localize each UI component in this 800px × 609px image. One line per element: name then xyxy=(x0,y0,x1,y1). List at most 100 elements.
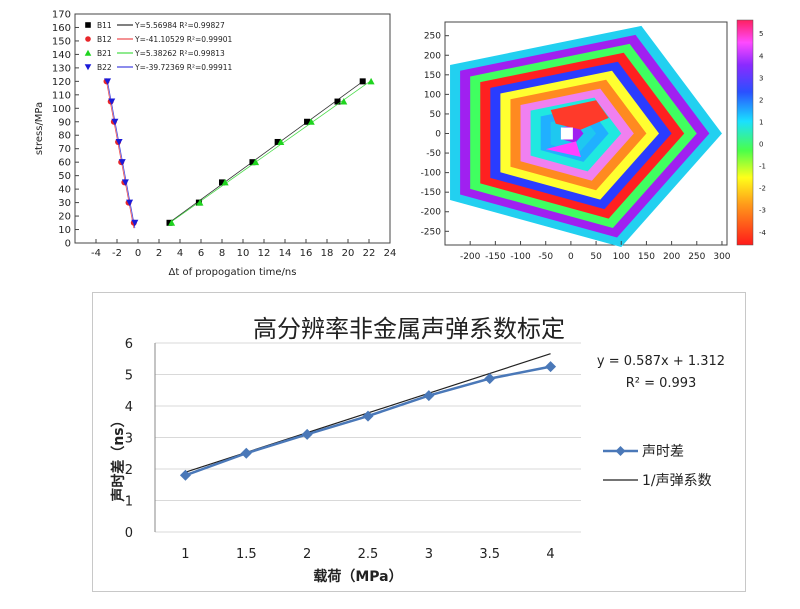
x-tick-label: 2.5 xyxy=(358,547,379,562)
x-tick-label: -4 xyxy=(91,248,101,259)
data-point xyxy=(367,77,375,85)
y-tick-label: 50 xyxy=(58,171,71,182)
fit-line xyxy=(171,80,372,222)
legend-series-name: B12 xyxy=(97,35,112,44)
y-tick-label: 40 xyxy=(58,185,71,196)
y-tick-label: 110 xyxy=(52,90,71,101)
x-tick-label: 14 xyxy=(279,248,292,259)
legend-series-name: B11 xyxy=(97,21,112,30)
legend-marker xyxy=(615,446,626,456)
colorbar xyxy=(736,19,754,246)
legend-series-name: 声时差 xyxy=(642,444,684,460)
y-tick-label: 1 xyxy=(125,495,133,510)
data-point xyxy=(115,138,123,146)
x-tick-label: 22 xyxy=(363,248,376,259)
y-tick-label: 160 xyxy=(52,23,71,34)
y-tick-label: 30 xyxy=(58,198,71,209)
y-tick-label: 150 xyxy=(52,36,71,47)
y-tick-label: -200 xyxy=(421,208,442,218)
legend-fit-label: Y=5.38262 R²=0.99813 xyxy=(134,49,225,58)
y-tick-label: 120 xyxy=(52,77,71,88)
data-point xyxy=(304,118,311,125)
data-point xyxy=(362,410,374,422)
x-tick-label: 1.5 xyxy=(236,547,257,562)
x-tick-label: 8 xyxy=(219,248,225,259)
x-tick-label: -200 xyxy=(460,252,481,262)
y-tick-label: 70 xyxy=(58,144,71,155)
data-point xyxy=(545,361,557,373)
y-tick-label: 10 xyxy=(58,225,71,236)
data-point xyxy=(249,159,256,166)
y-tick-label: 250 xyxy=(424,32,441,42)
stress-heatmap-chart: -200 -150 -100 -50 0 50 100 150 200 250 300 -250 -20… xyxy=(405,0,800,290)
y-tick-label: 150 xyxy=(424,71,441,81)
data-point xyxy=(121,179,129,186)
data-point xyxy=(126,199,134,207)
x-tick-label: 16 xyxy=(300,248,313,259)
legend-fit-label: Y=-39.72369 R²=0.99911 xyxy=(134,63,232,72)
data-point xyxy=(252,158,260,166)
y-tick-label: -50 xyxy=(426,149,441,159)
legend-marker xyxy=(84,49,92,56)
colorbar-tick-label: -2 xyxy=(759,185,766,193)
r-squared-label: R² = 0.993 xyxy=(626,376,697,391)
data-point xyxy=(196,199,204,206)
x-tick-label: -100 xyxy=(510,252,531,262)
heatmap-core xyxy=(545,141,581,157)
data-point xyxy=(166,219,173,226)
data-point xyxy=(118,159,126,166)
chart-title: 高分辨率非金属声弹系数标定 xyxy=(253,315,565,343)
x-tick-label: 1 xyxy=(181,547,189,562)
data-point xyxy=(104,78,112,85)
equation-label: y = 0.587x + 1.312 xyxy=(597,354,725,369)
legend: 声时差 1/声弹系数 xyxy=(603,444,712,489)
x-tick-label: 200 xyxy=(663,252,680,262)
x-tick-label: 10 xyxy=(237,248,250,259)
data-point xyxy=(111,118,119,126)
x-tick-label: 20 xyxy=(342,248,355,259)
legend-series-name: B22 xyxy=(97,63,112,72)
x-tick-label: 300 xyxy=(713,252,730,262)
y-tick-label: 3 xyxy=(125,432,133,447)
data-point xyxy=(240,447,252,459)
x-tick-label: 0 xyxy=(135,248,141,259)
y-tick-label: 5 xyxy=(125,369,133,384)
legend-marker xyxy=(85,22,91,28)
legend-marker xyxy=(85,36,91,42)
y-tick-label: 100 xyxy=(424,90,441,100)
y-axis-label: stress/MPa xyxy=(34,102,45,155)
data-point xyxy=(179,469,191,481)
x-tick-label: 18 xyxy=(321,248,334,259)
y-tick-label: 100 xyxy=(52,104,71,115)
data-point xyxy=(221,178,229,186)
y-tick-label: 200 xyxy=(424,51,441,61)
x-tick-label: 0 xyxy=(568,252,574,262)
x-tick-label: 150 xyxy=(638,252,655,262)
y-tick-label: 0 xyxy=(125,526,133,541)
legend-fit-label: Y=5.56984 R²=0.99827 xyxy=(134,21,225,30)
calibration-line-chart: 高分辨率非金属声弹系数标定 0 1 2 3 4 5 6 1 1.5 2 2.5 3 3.5 4 载荷（MPa）… xyxy=(92,292,746,592)
y-tick-label: 0 xyxy=(435,130,441,140)
colorbar-tick-label: 4 xyxy=(759,52,764,60)
data-point xyxy=(277,138,285,145)
y-tick-label: -100 xyxy=(421,169,442,179)
x-tick-label: 100 xyxy=(613,252,630,262)
legend-series-name: B21 xyxy=(97,49,112,58)
x-tick-label: 3.5 xyxy=(479,547,500,562)
x-tick-label: 2 xyxy=(303,547,311,562)
y-tick-label: 90 xyxy=(58,117,71,128)
data-point xyxy=(359,78,366,85)
data-point xyxy=(131,219,139,227)
x-tick-label: 2 xyxy=(156,248,162,259)
fit-line xyxy=(169,81,363,223)
stress-scatter-chart: 0 10 20 30 40 50 60 70 80 90 100 110 120 130 140 150 160… xyxy=(0,0,400,290)
data-point xyxy=(423,390,435,402)
data-point xyxy=(307,118,315,125)
x-tick-label: 4 xyxy=(177,248,183,259)
x-tick-label: 3 xyxy=(425,547,433,562)
data-point xyxy=(108,98,116,106)
colorbar-tick-label: -3 xyxy=(759,207,766,215)
y-tick-label: -250 xyxy=(421,227,442,237)
stress-heatmap-svg: -200 -150 -100 -50 0 50 100 150 200 250 300-250-20… xyxy=(421,19,767,262)
plot-frame xyxy=(74,13,391,244)
